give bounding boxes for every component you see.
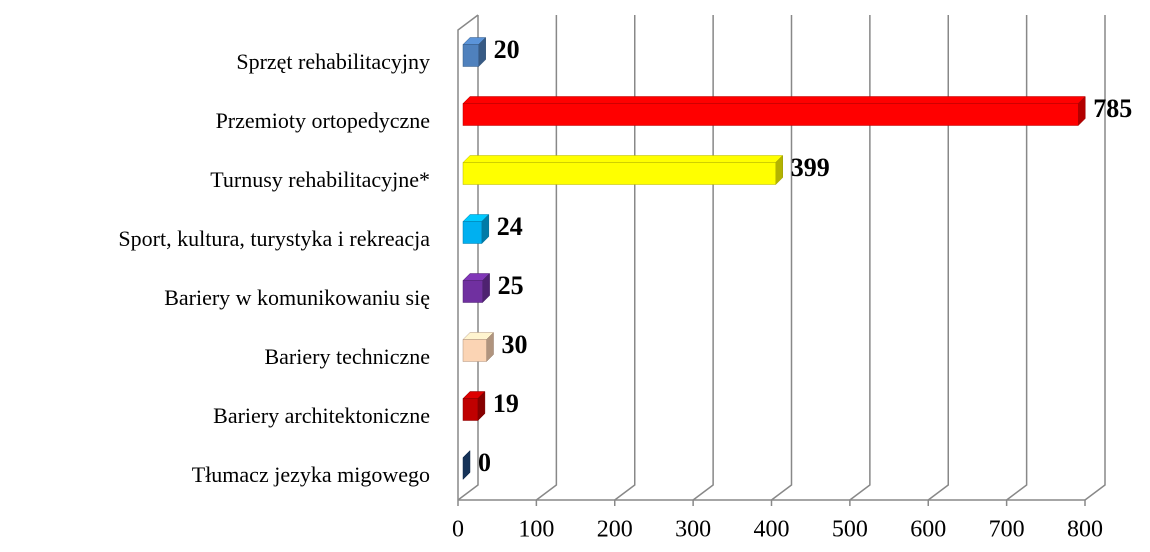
grid-line xyxy=(771,15,793,501)
bar xyxy=(462,162,776,185)
grid-line xyxy=(927,15,949,501)
y-tick-label: Tłumacz jezyka migowego xyxy=(192,462,430,487)
y-tick-label: Sport, kultura, turystyka i rekreacja xyxy=(118,226,430,251)
x-tick-label: 300 xyxy=(675,517,711,543)
x-tick-label: 600 xyxy=(910,517,946,543)
grid-line xyxy=(692,15,714,501)
value-label: 20 xyxy=(494,35,520,64)
value-label: 24 xyxy=(497,212,523,241)
x-tick-label: 700 xyxy=(989,517,1025,543)
y-tick-label: Turnusy rehabilitacyjne* xyxy=(210,167,430,192)
y-tick-label: Sprzęt rehabilitacyjny xyxy=(236,49,430,74)
bar xyxy=(462,339,487,362)
x-tick-label: 100 xyxy=(518,517,554,543)
bar xyxy=(462,398,479,421)
bar xyxy=(462,221,483,244)
grid-line xyxy=(1084,15,1106,501)
grid-line xyxy=(1006,15,1028,501)
bar xyxy=(462,44,479,67)
x-tick-label: 800 xyxy=(1067,517,1103,543)
value-label: 25 xyxy=(498,271,524,300)
grid-line xyxy=(614,15,636,501)
value-label: 19 xyxy=(493,389,519,418)
axis-wall xyxy=(457,14,479,500)
bar xyxy=(462,103,1079,126)
y-tick-label: Bariery architektoniczne xyxy=(213,403,430,428)
x-tick-label: 0 xyxy=(452,517,464,543)
value-label: 785 xyxy=(1093,94,1132,123)
value-label: 0 xyxy=(478,448,491,477)
bar xyxy=(462,280,483,303)
y-tick-label: Przemioty ortopedyczne xyxy=(216,108,430,133)
bar-top xyxy=(462,155,784,163)
value-label: 30 xyxy=(502,330,528,359)
x-tick-label: 200 xyxy=(597,517,633,543)
x-tick-label: 500 xyxy=(832,517,868,543)
x-tick-label: 400 xyxy=(754,517,790,543)
bar-side xyxy=(462,449,471,481)
grid-line xyxy=(849,15,871,501)
grid-line xyxy=(535,15,558,501)
y-tick-label: Bariery techniczne xyxy=(264,344,430,369)
y-tick-label: Bariery w komunikowaniu się xyxy=(164,285,430,310)
bar-top xyxy=(462,96,1086,104)
grid-line xyxy=(457,15,479,501)
value-label: 399 xyxy=(791,153,830,182)
